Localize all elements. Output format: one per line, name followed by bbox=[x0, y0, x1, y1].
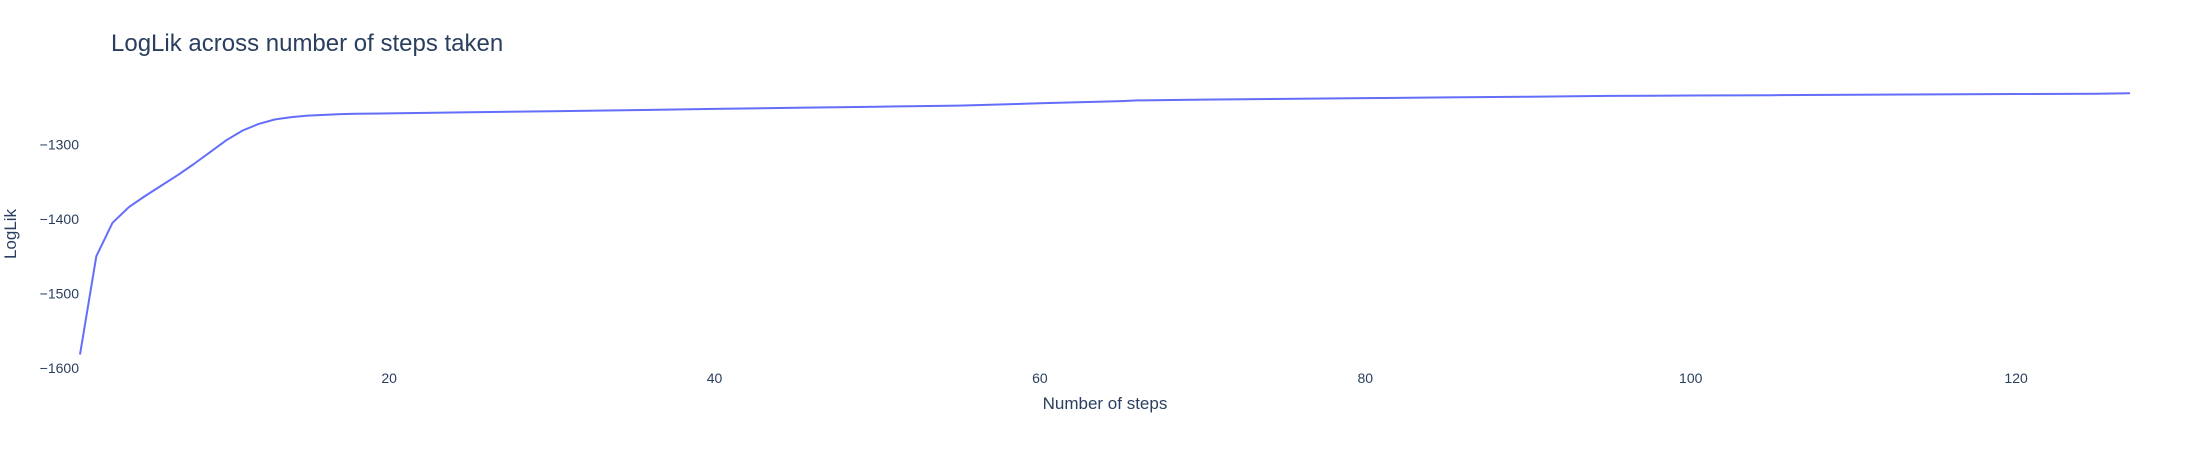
x-tick-label: 40 bbox=[707, 370, 723, 386]
chart-title: LogLik across number of steps taken bbox=[111, 30, 503, 57]
x-axis-title: Number of steps bbox=[1043, 394, 1168, 413]
y-axis-title: LogLik bbox=[1, 208, 20, 259]
x-tick-label: 20 bbox=[381, 370, 397, 386]
y-tick-label: −1500 bbox=[40, 286, 80, 302]
x-tick-label: 120 bbox=[2004, 370, 2028, 386]
y-axis: −1600 −1500 −1400 −1300 bbox=[40, 137, 80, 376]
x-tick-label: 80 bbox=[1358, 370, 1374, 386]
x-tick-label: 60 bbox=[1032, 370, 1048, 386]
series-line bbox=[79, 92, 2131, 355]
plot-area bbox=[79, 92, 2131, 355]
x-axis: 20 40 60 80 100 120 bbox=[381, 370, 2028, 386]
x-tick-label: 100 bbox=[1679, 370, 1703, 386]
y-tick-label: −1300 bbox=[40, 137, 80, 153]
y-tick-label: −1600 bbox=[40, 360, 80, 376]
y-tick-label: −1400 bbox=[40, 211, 80, 227]
